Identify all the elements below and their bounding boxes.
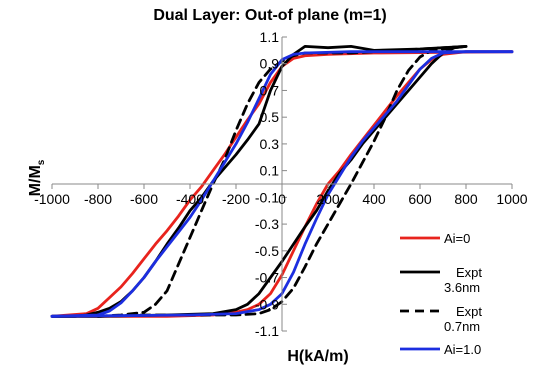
- x-tick-label: -400: [176, 191, 204, 207]
- legend-label: Ai=0: [444, 231, 470, 246]
- series-line: [50, 50, 514, 318]
- y-tick-label: -0.5: [255, 243, 279, 259]
- x-tick-label: 1000: [496, 191, 527, 207]
- plot-area: [50, 45, 514, 318]
- x-tick-label: -600: [130, 191, 158, 207]
- x-tick-label: -800: [84, 191, 112, 207]
- legend-label-line2: 3.6nm: [444, 280, 480, 295]
- series-line: [50, 45, 468, 318]
- y-tick-label: 0.9: [260, 56, 280, 72]
- x-tick-label: -1000: [34, 191, 70, 207]
- x-tick-label: 0: [278, 191, 286, 207]
- x-tick-label: 800: [454, 191, 478, 207]
- y-tick-label: -0.1: [255, 189, 279, 205]
- svg-text:M/Ms: M/Ms: [27, 159, 47, 196]
- y-tick-label: -0.3: [255, 216, 279, 232]
- x-tick-label: 400: [362, 191, 386, 207]
- y-tick-label: -0.9: [255, 296, 279, 312]
- x-tick-label: 600: [408, 191, 432, 207]
- x-tick-label: -200: [222, 191, 250, 207]
- legend-label-line2: 0.7nm: [444, 319, 480, 334]
- legend-box: [382, 227, 532, 370]
- y-tick-label: 0.5: [260, 109, 280, 125]
- y-tick-label: 1.1: [260, 29, 280, 45]
- series-line: [96, 45, 468, 318]
- axes: [51, 36, 513, 332]
- series-ai-1-0: [50, 50, 514, 318]
- legend-label: Ai=1.0: [444, 342, 481, 357]
- series-line: [50, 50, 514, 318]
- y-axis-title-subscript: s: [36, 159, 47, 165]
- x-tick-label: 200: [316, 191, 340, 207]
- legend-label: Expt: [456, 304, 482, 319]
- tick-labels: -1000 -800 -600 -400 -200 0 200 400 600 800 1000 1.…: [34, 29, 528, 339]
- y-tick-label: 0.1: [260, 163, 280, 179]
- y-tick-label: 0.7: [260, 82, 280, 98]
- legend-label: Expt: [456, 265, 482, 280]
- y-tick-label: -0.7: [255, 270, 279, 286]
- y-axis-title: M/Ms: [27, 159, 47, 196]
- chart-title: Dual Layer: Out-of plane (m=1): [153, 7, 386, 24]
- y-axis-title-main: M/M: [27, 165, 44, 196]
- series-line: [50, 50, 514, 318]
- y-tick-label: -1.1: [255, 323, 279, 339]
- y-tick-label: 0.3: [260, 136, 280, 152]
- x-axis-title: H(kA/m): [287, 348, 348, 365]
